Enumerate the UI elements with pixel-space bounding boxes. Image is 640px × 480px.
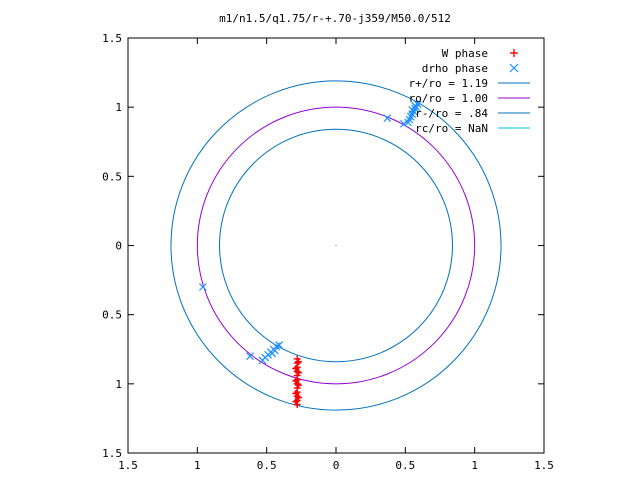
y-tick-label: 1.5 [102, 32, 122, 45]
w-phase-point [295, 369, 303, 377]
y-tick-label: 1.5 [102, 447, 122, 460]
series-circle [196, 106, 476, 385]
marker-stroke [258, 356, 267, 365]
legend-marker [509, 63, 519, 73]
y-tick-label: 0.5 [102, 170, 122, 183]
legend-label: r+/ro = 1.19 [409, 77, 488, 90]
marker-stroke [271, 346, 279, 355]
w-phase-point [295, 394, 303, 402]
marker-stroke [383, 114, 392, 123]
legend-label: r-/ro = .84 [415, 107, 488, 120]
series-circle [170, 80, 502, 411]
drho-phase-point [275, 341, 284, 350]
drho-phase-point [404, 118, 413, 127]
w-phase-point [295, 358, 303, 366]
drho-phase-point [383, 114, 392, 123]
chart-title: m1/n1.5/q1.75/r-+.70-j359/M50.0/512 [219, 12, 451, 25]
x-tick-label: 1 [194, 459, 201, 472]
legend-label: rc/ro = NaN [415, 122, 488, 135]
y-tick-label: 1 [115, 101, 122, 114]
x-tick-label: 1.5 [118, 459, 138, 472]
x-tick-label: 0.5 [395, 459, 415, 472]
legend-label: drho phase [422, 62, 488, 75]
drho-phase-point [271, 346, 279, 355]
x-tick-label: 0.5 [257, 459, 277, 472]
y-tick-label: 0.5 [102, 309, 122, 322]
legend-label: W phase [442, 47, 488, 60]
drho-phase-point [408, 106, 417, 114]
w-phase-point [292, 390, 300, 398]
drho-phase-point [400, 119, 408, 128]
marker-stroke [400, 119, 408, 128]
legend-label: ro/ro = 1.00 [409, 92, 488, 105]
y-tick-label: 0 [115, 240, 122, 253]
marker-stroke [246, 352, 254, 361]
marker-stroke [198, 283, 207, 291]
marker-stroke [408, 106, 417, 114]
drho-phase-point [246, 352, 254, 361]
axis-ticks: 1.5 1 0.5 0 0.5 1 1.51.510.500.511.5 [102, 32, 554, 472]
x-tick-label: 0 [333, 459, 340, 472]
drho-phase-point [198, 283, 207, 291]
w-phase-point [295, 381, 303, 389]
marker-stroke [404, 118, 413, 127]
w-phase-point [292, 398, 300, 406]
w-phase-point [292, 365, 300, 373]
series-circle [219, 128, 453, 363]
origin-dot [335, 244, 337, 247]
x-tick-label: 1.5 [534, 459, 554, 472]
plot-series [170, 80, 502, 411]
x-tick-label: 1 [471, 459, 478, 472]
legend: W phase drho phase r+/ro = 1.19 ro/ro = 1.0… [409, 47, 530, 135]
y-tick-label: 1 [115, 378, 122, 391]
drho-phase-point [258, 356, 267, 365]
w-phase-point [292, 377, 300, 385]
marker-stroke [275, 341, 284, 350]
